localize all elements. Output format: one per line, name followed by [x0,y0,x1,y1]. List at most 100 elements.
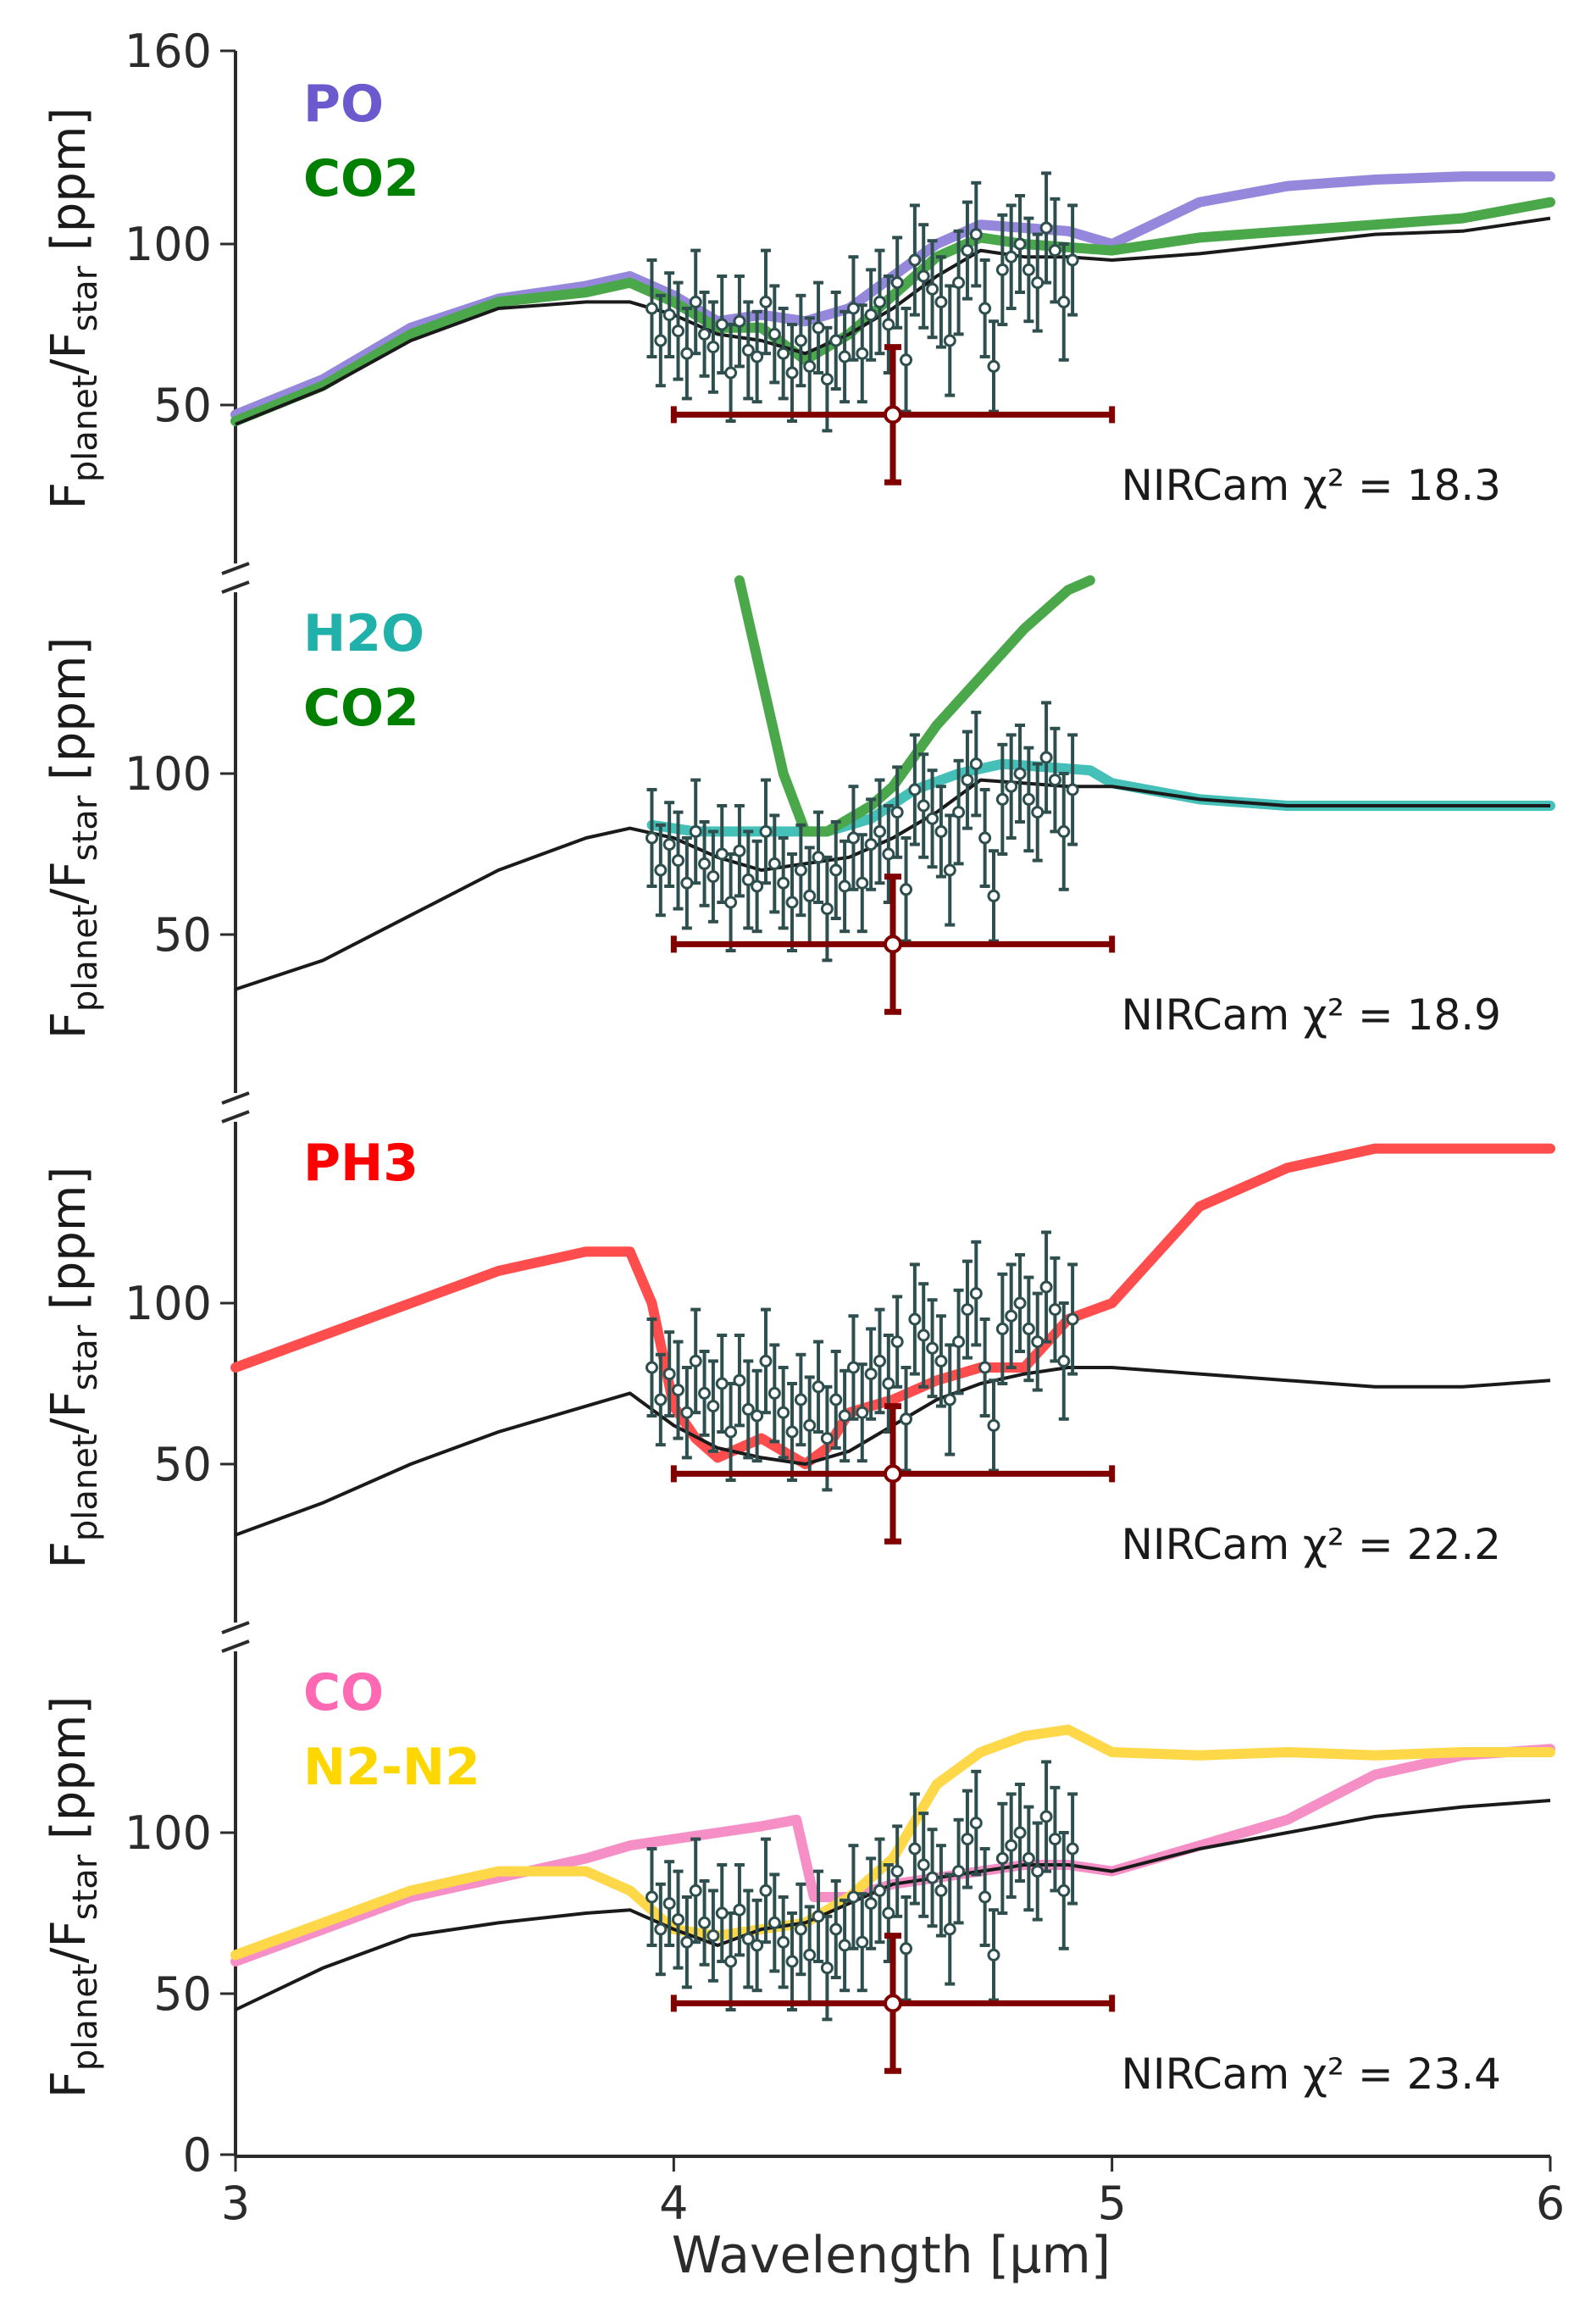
data-point [908,733,922,846]
data-point [1048,197,1061,304]
data-point [908,1792,922,1906]
chi-square-label: NIRCam χ² = 18.9 [1122,990,1502,1040]
data-point [1022,1805,1035,1912]
integrated-data-point [670,874,1116,1015]
data-point [768,1343,781,1444]
y-tick-label: 50 [153,908,212,962]
data-point [662,1860,676,1947]
data-point [846,785,860,891]
data-point [680,836,694,930]
integrated-data-point [670,344,1116,485]
data-point [1022,746,1035,853]
y-tick-label: 100 [125,1806,212,1860]
data-point [882,1334,895,1434]
data-point [733,1863,746,1957]
data-point [995,1801,1009,1915]
data-point [838,1368,851,1463]
data-point [715,1334,729,1434]
legend-label-ph3: PH3 [303,1134,418,1193]
data-point [741,1889,755,1989]
x-tick-label: 4 [659,2177,688,2230]
chart-panels: 160 100 50 Fplanet/Fstar [ppm] PO CO2 NIRCam χ… [42,25,1555,2182]
data-point [873,1837,886,1945]
data-point [917,1811,930,1918]
data-point [768,1872,781,1973]
data-point [1013,1783,1027,1883]
data-point [1048,1785,1061,1893]
data-point [1057,1831,1071,1950]
data-point [794,1882,807,1977]
data-point [759,1307,773,1415]
data-point [733,1334,746,1428]
data-point [917,223,930,330]
data-point [846,1314,860,1421]
legend-label-co2: CO2 [303,149,419,208]
data-point [838,309,851,404]
data-point [680,307,694,401]
data-point [733,804,746,898]
data-point [978,1847,992,1947]
data-point [926,1828,939,1928]
data-point [689,248,702,356]
data-point [654,1882,668,1977]
data-point [934,1844,948,1938]
data-point [873,248,886,356]
data-point [662,271,676,358]
data-point [751,1898,764,1993]
data-point [698,1879,712,1967]
data-point [987,1908,1000,2002]
data-point [707,829,720,924]
integrated-data-point [670,1403,1116,1545]
y-axis-label: Fplanet/Fstar [ppm] [42,637,105,1040]
panel-2: 100 50 Fplanet/Fstar [ppm] H2O CO2 NIRCam χ² … [42,562,1555,1096]
data-point [829,291,843,391]
data-point [689,1307,702,1415]
data-point [934,1314,948,1408]
data-point [987,849,1000,943]
data-point [672,1869,685,1970]
data-point [680,1895,694,1989]
data-point [890,765,904,859]
data-point [943,813,956,927]
data-point [733,275,746,369]
data-point [978,258,992,358]
data-point [882,1863,895,1963]
data-point [900,836,913,943]
data-point [1066,1262,1079,1376]
y-axis-label: Fplanet/Fstar [ppm] [42,1696,105,2099]
data-point [707,1359,720,1453]
data-point [890,1824,904,1918]
data-point [785,323,799,423]
data-point [969,1769,983,1877]
data-point [1066,733,1079,846]
data-point [900,1895,913,2002]
data-point [890,1295,904,1389]
data-point [1013,724,1027,824]
data-point [856,1362,869,1463]
x-tick-label: 6 [1536,2177,1565,2230]
data-point [952,758,966,866]
data-point [969,180,983,288]
data-point [1048,1256,1061,1363]
y-tick-label: 50 [153,379,212,432]
data-point [969,1240,983,1347]
data-point [934,785,948,879]
data-point [987,319,1000,413]
legend-label-co: CO [303,1663,384,1723]
data-point [689,1837,702,1945]
data-point [1031,762,1045,863]
panel-1: 160 100 50 Fplanet/Fstar [ppm] PO CO2 NIRCam χ… [42,25,1555,566]
data-point [724,852,738,952]
chi-square-label: NIRCam χ² = 22.2 [1122,1520,1502,1569]
data-point [943,284,956,397]
data-point [987,1379,1000,1473]
y-tick-label: 100 [125,747,212,801]
data-point [777,1366,790,1460]
data-point [794,293,807,388]
data-point [803,846,817,946]
data-point [995,742,1009,856]
data-point [1039,1760,1053,1873]
data-point [864,1856,878,1950]
data-point [812,1869,825,1963]
data-point [926,239,939,340]
